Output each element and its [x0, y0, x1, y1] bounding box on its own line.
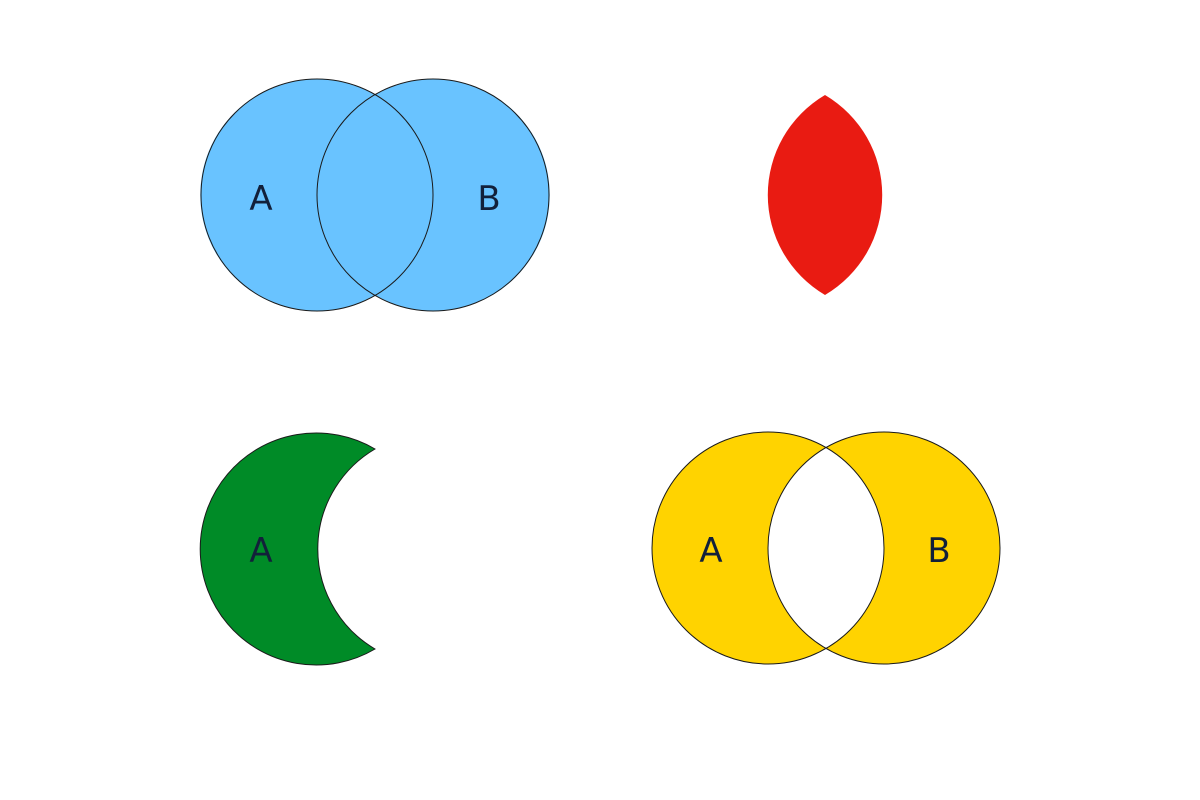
intersection-diagram [767, 95, 883, 295]
intersection-lens [767, 95, 883, 295]
union-diagram: A B [200, 78, 550, 312]
union-circle-a-outline [200, 78, 434, 312]
symmetric-difference-circle-a-outline [651, 431, 885, 665]
union-label-b: B [477, 179, 500, 219]
difference-diagram: A [199, 432, 376, 666]
symmetric-difference-fill [651, 431, 1000, 665]
symmetric-difference-diagram: A B [651, 431, 1001, 665]
union-circle-b-outline [316, 78, 550, 312]
symmetric-difference-circle-b-outline [767, 431, 1001, 665]
union-label-a: A [249, 179, 272, 219]
symmetric-difference-label-b: B [927, 531, 950, 571]
symmetric-difference-label-a: A [699, 531, 722, 571]
difference-crescent [199, 432, 376, 666]
difference-label-a: A [249, 531, 272, 571]
union-fill [200, 78, 550, 311]
